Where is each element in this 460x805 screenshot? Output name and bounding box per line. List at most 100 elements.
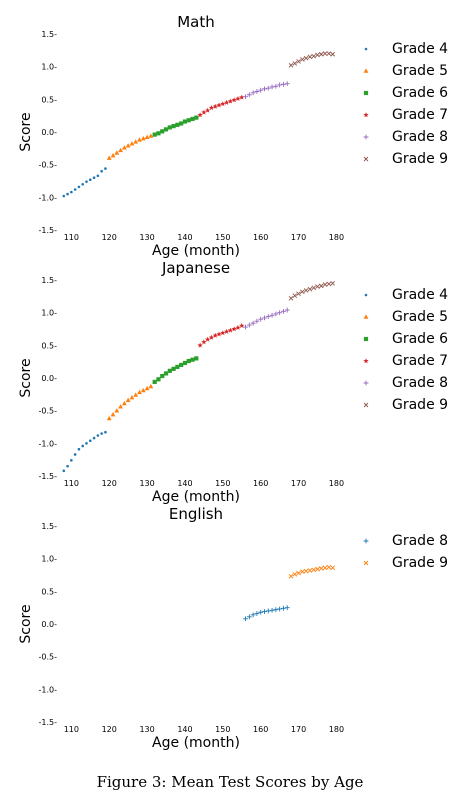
data-point [110,411,116,417]
data-point [262,315,267,321]
data-point [307,568,313,573]
data-point [326,281,332,287]
x-axis-label: Age (month) [152,243,240,259]
data-point [265,608,271,614]
x-tick-label: 140 [177,233,192,242]
y-tick-label: -0.5- [39,161,58,170]
data-point [66,464,69,468]
data-point [118,404,123,409]
y-tick-label: -1.5- [39,226,58,235]
data-point [284,81,290,87]
legend-label: Grade 4 [392,41,448,57]
legend-item: Grade 5 [363,63,448,79]
data-point [88,439,92,443]
data-point [182,360,188,366]
data-point [62,469,66,473]
data-point [292,61,298,66]
data-point [250,320,256,326]
legend-label: Grade 8 [392,129,448,145]
data-point [201,109,207,115]
data-point [194,356,199,361]
data-point [303,55,309,61]
figure-caption: Figure 3: Mean Test Scores by Age [96,773,364,791]
y-tick-label: 1.5- [41,276,57,285]
x-tick-label: 120 [102,725,117,734]
data-point [311,285,317,291]
series-grade-7 [197,322,245,348]
data-point [205,336,211,342]
data-point [300,569,305,575]
data-point [100,432,103,435]
data-point [118,147,123,153]
x-tick-label: 180 [329,479,344,488]
chart-title: Japanese [161,259,230,277]
data-point [152,132,157,137]
series-grade-8 [243,605,290,622]
data-point [140,135,146,141]
data-point [235,324,241,330]
legend-marker [363,134,369,140]
data-point [186,358,191,364]
legend-label: Grade 9 [392,151,448,167]
legend-label: Grade 5 [392,309,448,325]
data-point [197,342,203,348]
data-point [296,59,301,64]
x-tick-label: 110 [64,725,79,734]
legend-item: Grade 9 [363,397,448,413]
data-point [284,307,290,313]
data-point [104,167,107,170]
y-tick-label: 0.5- [41,587,57,596]
data-point [125,397,131,403]
data-point [269,607,275,613]
x-tick-label: 160 [253,479,268,488]
data-point [311,53,317,59]
chart-title: Math [177,13,215,31]
data-point [171,366,176,371]
y-tick-label: -1.0- [39,685,58,694]
x-tick-label: 120 [102,479,117,488]
data-point [167,368,172,373]
data-point [205,107,211,113]
data-point [311,567,317,573]
data-point [175,364,180,369]
series-grade-9 [288,564,335,579]
data-point [318,283,324,289]
series-grade-7 [197,94,245,118]
legend-item: Grade 9 [363,151,448,167]
data-point [92,176,96,180]
data-point [104,430,107,434]
legend-label: Grade 9 [392,397,448,413]
data-point [269,84,275,90]
x-tick-label: 130 [139,479,154,488]
data-point [216,331,222,337]
data-point [296,291,301,297]
data-point [318,566,324,571]
legend-marker [363,90,369,96]
data-point [212,103,218,109]
data-point [326,564,332,570]
data-point [88,178,92,181]
data-point [326,51,332,56]
series-grade-9 [288,280,335,301]
data-point [254,89,260,94]
legend-label: Grade 7 [392,353,448,369]
data-point [315,284,320,289]
data-point [194,115,199,120]
data-point [163,371,169,376]
x-tick-label: 130 [139,233,154,242]
data-point [223,99,230,105]
x-tick-label: 170 [291,725,306,734]
data-point [152,379,157,385]
data-point [106,415,112,421]
legend-label: Grade 6 [392,331,448,347]
data-point [190,357,195,362]
chart-title: English [169,505,223,523]
legend-item: Grade 9 [363,555,448,571]
legend-marker [363,560,369,566]
data-point [246,614,252,620]
data-point [288,295,294,301]
legend-item: Grade 6 [363,85,448,101]
data-point [243,324,248,330]
legend-item: Grade 7 [363,107,448,123]
chart-english: English -1.5- -1.0- -0.5- 0.0- 0.5- 1.0- 1.5- 11… [18,505,448,751]
